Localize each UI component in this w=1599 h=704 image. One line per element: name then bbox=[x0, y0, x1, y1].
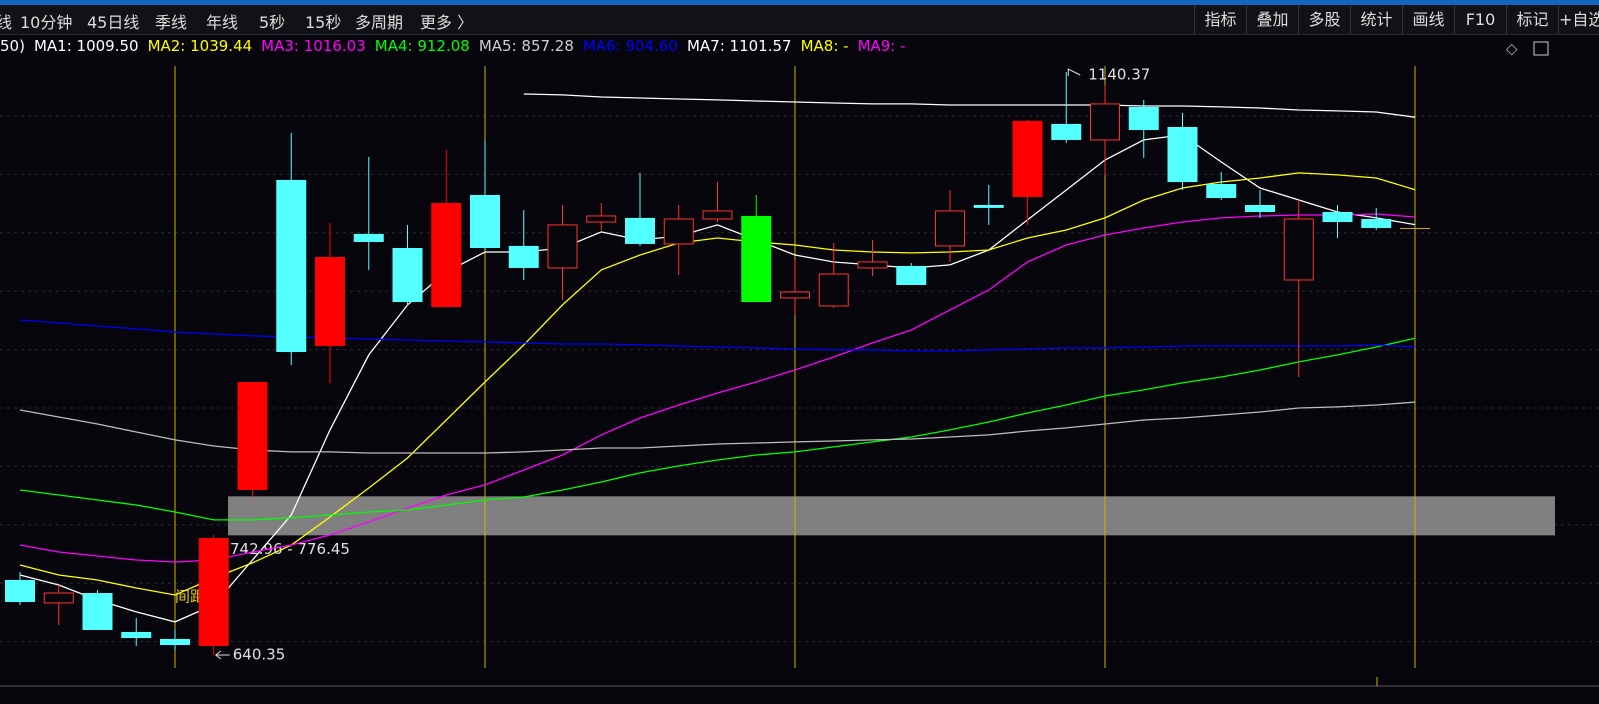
tab[interactable]: 年线 bbox=[206, 13, 239, 32]
candle-body bbox=[1283, 218, 1314, 281]
candle-body bbox=[780, 291, 810, 299]
tool-button[interactable]: 叠加 bbox=[1246, 5, 1298, 34]
tool-button[interactable]: 标记 bbox=[1506, 5, 1558, 34]
candle-body bbox=[586, 215, 617, 223]
candle-body bbox=[1400, 227, 1430, 229]
tool-button[interactable]: 画线 bbox=[1402, 5, 1454, 34]
candle-body bbox=[1012, 120, 1043, 197]
candle-body bbox=[392, 248, 423, 303]
candle-body bbox=[1167, 126, 1198, 183]
legend-item: MA9: - bbox=[857, 37, 906, 55]
legend-item: MA4: 912.08 bbox=[374, 37, 470, 55]
tool-group: 指标 叠加 多股 统计 画线 F10 标记 +自选 bbox=[1194, 5, 1599, 34]
legend-item: MA5: 857.28 bbox=[478, 37, 574, 55]
candle-body bbox=[1128, 106, 1159, 131]
ma-line bbox=[19, 337, 1416, 521]
candle-body bbox=[1361, 218, 1392, 228]
tab[interactable]: 线 bbox=[0, 13, 13, 32]
candle-body bbox=[82, 593, 113, 630]
legend-item: MA1: 1009.50 bbox=[33, 37, 139, 55]
candle-body bbox=[663, 218, 694, 245]
tab[interactable]: 10分钟 bbox=[20, 13, 73, 32]
toolbar: 线 10分钟 45日线 季线 年线 5秒 15秒 多周期 更多 〉 指标 叠加 … bbox=[0, 5, 1599, 35]
candle-body bbox=[353, 233, 384, 242]
tab[interactable]: 季线 bbox=[155, 13, 188, 32]
panel-icon bbox=[1533, 41, 1549, 56]
top-accent bbox=[0, 0, 1599, 5]
high-arrow bbox=[1067, 68, 1081, 76]
candle-body bbox=[547, 224, 578, 269]
legend-item: MA2: 1039.44 bbox=[147, 37, 253, 55]
tab[interactable]: 45日线 bbox=[87, 13, 140, 32]
candle-body bbox=[431, 203, 462, 308]
tab[interactable]: 15秒 bbox=[305, 13, 342, 32]
diamond-icon: ◇ bbox=[1506, 40, 1518, 58]
candle-body bbox=[315, 257, 345, 346]
candle-body bbox=[1090, 103, 1120, 141]
candle-body bbox=[818, 273, 849, 307]
candle-body bbox=[121, 631, 152, 639]
tool-button[interactable]: 指标 bbox=[1194, 5, 1246, 34]
tab[interactable]: 多周期 bbox=[355, 13, 404, 32]
legend-item: MA3: 1016.03 bbox=[261, 37, 366, 55]
candle-body bbox=[741, 215, 772, 303]
candle-body bbox=[470, 194, 500, 249]
ma-line bbox=[19, 213, 1416, 563]
legend-item: MA7: 1101.57 bbox=[686, 37, 792, 55]
legend-item: MA6: 904.60 bbox=[582, 37, 678, 55]
candle-body bbox=[896, 265, 927, 285]
tool-button[interactable]: +自选 bbox=[1558, 5, 1599, 34]
band-label: 742.96 - 776.45 bbox=[230, 540, 350, 558]
tool-button[interactable]: 多股 bbox=[1298, 5, 1350, 34]
candle-body bbox=[508, 245, 539, 268]
candle-body bbox=[935, 210, 965, 247]
candle-body bbox=[1206, 184, 1237, 199]
candle-body bbox=[1322, 211, 1353, 223]
candle-body bbox=[276, 179, 307, 353]
ma-line bbox=[523, 93, 1416, 118]
candle-body bbox=[625, 217, 655, 244]
tab[interactable]: 更多 〉 bbox=[420, 13, 474, 32]
ma-line bbox=[19, 401, 1416, 454]
candle-body bbox=[857, 261, 888, 269]
candle-body bbox=[43, 592, 74, 604]
low-label: 640.35 bbox=[233, 646, 286, 664]
tool-button[interactable]: F10 bbox=[1454, 5, 1506, 34]
candle-body bbox=[973, 205, 1004, 208]
legend-prefix: 50) bbox=[0, 37, 25, 55]
candle-body bbox=[198, 537, 229, 646]
tab[interactable]: 5秒 bbox=[259, 13, 286, 32]
candle-body bbox=[5, 579, 35, 603]
high-label: 1140.37 bbox=[1088, 66, 1150, 84]
candle-body bbox=[237, 381, 268, 490]
tool-button[interactable]: 统计 bbox=[1350, 5, 1402, 34]
candle-body bbox=[702, 210, 733, 220]
candle-body bbox=[1245, 205, 1275, 212]
price-band bbox=[228, 496, 1555, 536]
candle-body bbox=[1051, 123, 1082, 140]
low-arrowhead bbox=[214, 650, 222, 660]
legend-item: MA8: - bbox=[800, 37, 849, 55]
ma-line bbox=[19, 319, 1416, 352]
ma-legend: 50) MA1: 1009.50 MA2: 1039.44 MA3: 1016.03… bbox=[0, 37, 906, 59]
candle-body bbox=[160, 638, 190, 646]
